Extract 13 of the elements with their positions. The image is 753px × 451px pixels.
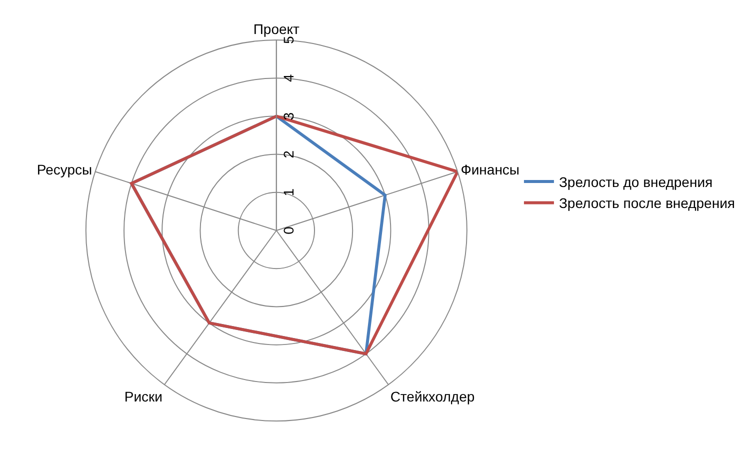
- spoke-label: Ресурсы: [36, 161, 92, 178]
- y-tick-label: 1: [280, 188, 297, 196]
- spoke-label: Стейкхолдер: [390, 388, 475, 404]
- y-tick-label: 3: [280, 112, 297, 120]
- legend-label: Зрелость после внедрения: [558, 195, 735, 212]
- spoke-label: Финансы: [460, 161, 520, 178]
- y-tick-label: 4: [280, 74, 297, 82]
- y-tick-label: 5: [280, 36, 297, 44]
- spoke-label: Проект: [253, 20, 300, 37]
- y-tick-label: 2: [280, 150, 297, 158]
- spoke-label: Риски: [124, 388, 162, 404]
- legend-label: Зрелость до внедрения: [558, 174, 713, 190]
- y-tick-label: 0: [280, 226, 297, 234]
